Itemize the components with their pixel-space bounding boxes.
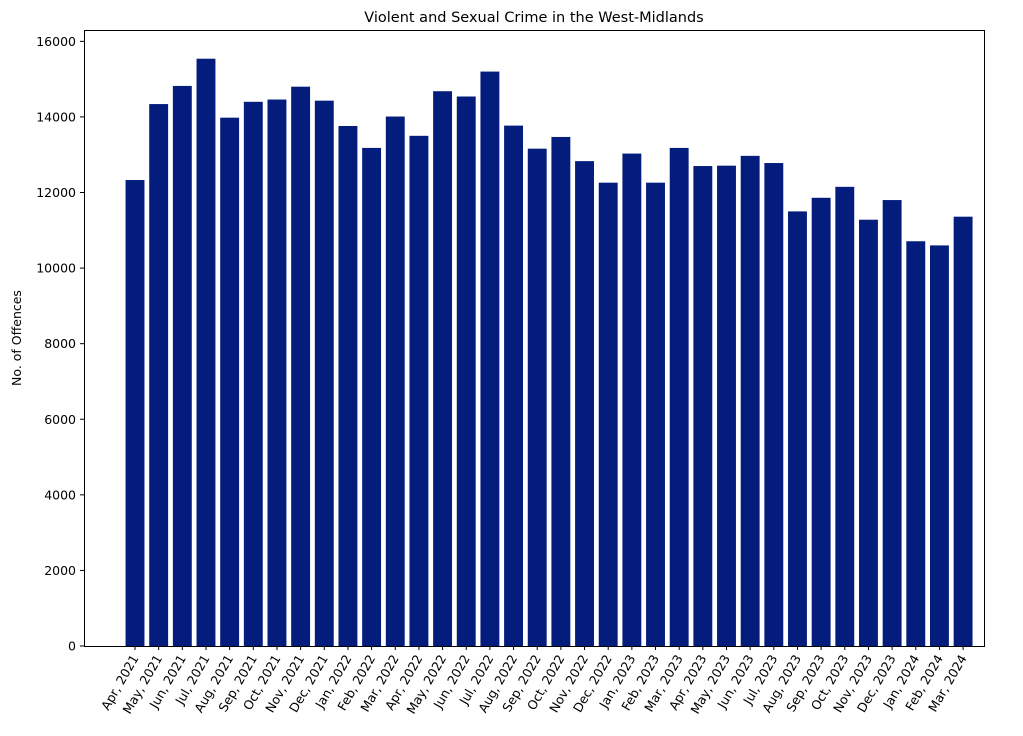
- y-tick-label: 14000: [36, 109, 76, 124]
- y-tick-label: 2000: [44, 563, 76, 578]
- bar: [243, 101, 263, 647]
- bar: [859, 219, 878, 646]
- bar: [125, 180, 145, 646]
- bar: [456, 96, 476, 646]
- bar: [504, 125, 524, 647]
- y-tick-label: 0: [68, 639, 76, 654]
- bar: [362, 147, 382, 646]
- bar: [527, 148, 547, 647]
- bar: [788, 211, 807, 646]
- bar: [906, 241, 926, 646]
- bar: [196, 58, 216, 647]
- bar: [646, 182, 665, 646]
- bar: [882, 200, 902, 646]
- bar: [764, 163, 784, 646]
- bar: [480, 71, 500, 646]
- bar: [220, 117, 240, 647]
- y-axis-ticks: 0 2000 4000 6000 8000 10000 12000 14000 16000: [36, 34, 84, 654]
- bar: [551, 136, 571, 646]
- bar: [622, 153, 642, 646]
- bar: [338, 125, 358, 647]
- bars-group: [125, 58, 973, 647]
- y-tick-label: 12000: [36, 185, 76, 200]
- bar: [953, 216, 973, 646]
- y-tick-label: 6000: [44, 412, 76, 427]
- bar: [693, 166, 713, 647]
- chart-title: Violent and Sexual Crime in the West-Mid…: [364, 10, 703, 26]
- bar: [172, 85, 192, 647]
- y-tick-label: 8000: [44, 336, 76, 351]
- y-tick-label: 4000: [44, 487, 76, 502]
- bar: [385, 116, 405, 647]
- bar: [433, 91, 453, 647]
- bar: [929, 245, 949, 646]
- bar: [314, 100, 334, 647]
- bar: [835, 186, 855, 646]
- bar: [598, 182, 618, 646]
- bar: [740, 155, 760, 646]
- bar: [149, 104, 169, 646]
- plot-frame: [84, 30, 985, 647]
- bar: [717, 165, 736, 647]
- bar: [669, 147, 689, 646]
- y-tick-label: 10000: [36, 261, 76, 276]
- y-tick-label: 16000: [36, 34, 76, 49]
- bar: [267, 99, 287, 647]
- bar: [575, 161, 594, 646]
- bar: [291, 86, 311, 646]
- bar: [811, 197, 831, 647]
- y-axis-label: No. of Offences: [9, 290, 24, 386]
- bar: [409, 135, 429, 646]
